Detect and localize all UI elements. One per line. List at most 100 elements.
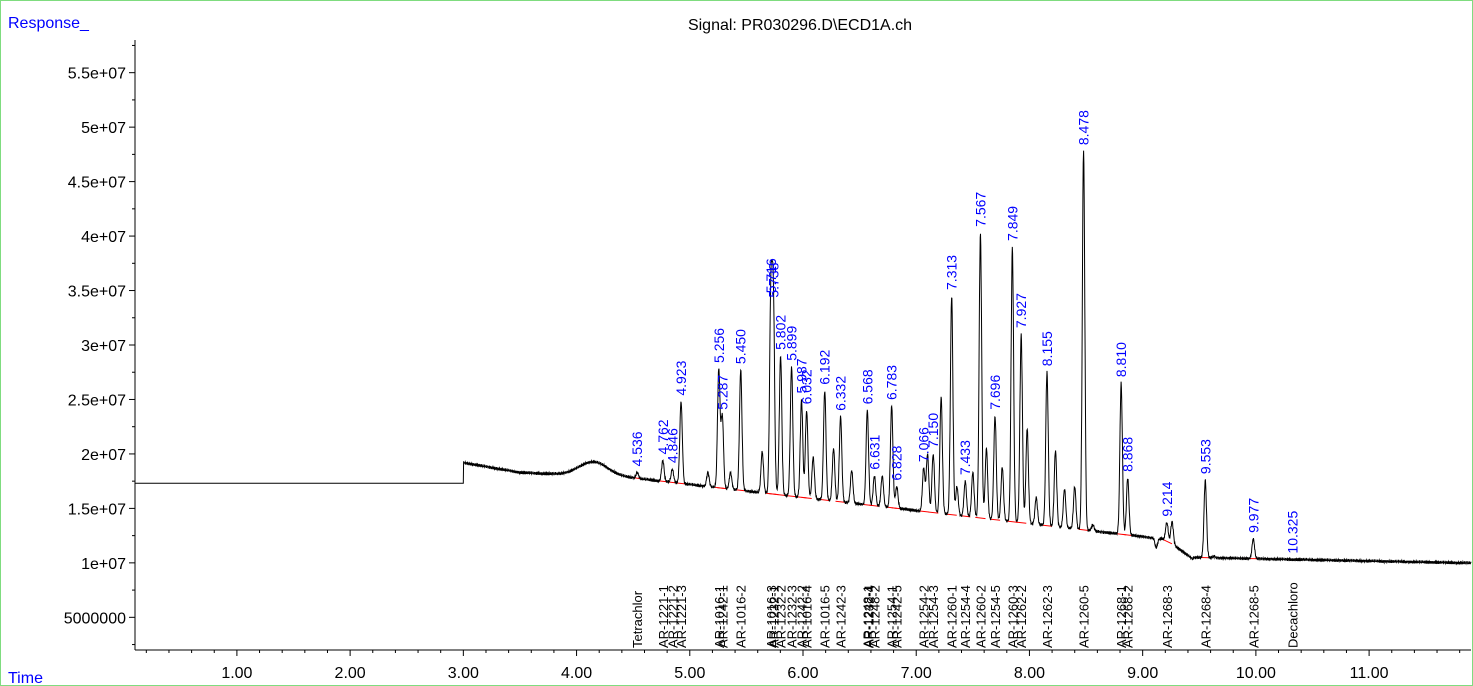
baseline-segment <box>928 511 939 514</box>
compound-label: AR-1268-5 <box>1246 585 1261 648</box>
compound-label: AR-1254-1 <box>885 585 900 648</box>
baseline-segment <box>1078 528 1089 531</box>
signal-trace <box>135 150 1472 566</box>
baseline-segment <box>1007 520 1018 523</box>
y-tick-label: 5.5e+07 <box>68 66 126 83</box>
y-axis-title: Response_ <box>8 15 90 32</box>
compound-label: AR-1248-1 <box>860 585 875 648</box>
peak-rt-label: 6.828 <box>889 445 905 480</box>
x-tick-label: 1.00 <box>221 665 252 682</box>
compound-label: AR-1248-2 <box>867 585 882 648</box>
peak-rt-label: 5.256 <box>711 328 727 363</box>
peak-rt-label: 10.325 <box>1285 511 1301 554</box>
x-tick-label: 9.00 <box>1127 665 1158 682</box>
compound-label: AR-1260-3 <box>1005 585 1020 648</box>
compound-label: AR-1016-4 <box>800 585 815 648</box>
peak-rt-label: 6.192 <box>817 350 833 385</box>
y-tick-label: 1e+07 <box>81 556 126 573</box>
peak-rt-label: 6.783 <box>884 365 900 400</box>
peak-rt-label: 9.553 <box>1197 439 1213 474</box>
baseline-segment <box>801 496 812 500</box>
compound-label: AR-1016-1 <box>712 585 727 648</box>
x-tick-label: 2.00 <box>335 665 366 682</box>
y-tick-label: 3.5e+07 <box>68 284 126 301</box>
x-tick-label: 7.00 <box>901 665 932 682</box>
compound-label: AR-1268-4 <box>1198 585 1213 648</box>
peak-rt-label: 4.536 <box>629 431 645 466</box>
x-tick-label: 6.00 <box>787 665 818 682</box>
baseline-segment <box>1016 521 1027 524</box>
peak-rt-label: 5.738 <box>765 262 781 297</box>
compound-label: AR-1232-3 <box>785 585 800 648</box>
peak-rt-label: 8.155 <box>1039 331 1055 366</box>
compound-label: AR-1262-3 <box>1040 585 1055 648</box>
x-tick-label: 11.00 <box>1350 665 1389 682</box>
baseline-segment <box>717 487 728 490</box>
baseline-segments <box>632 476 1298 561</box>
y-tick-label: 3e+07 <box>81 338 126 355</box>
peak-rt-label: 7.567 <box>972 192 988 227</box>
compound-label: AR-1232-4 <box>862 585 877 648</box>
compound-label: AR-1254-3 <box>926 585 941 648</box>
compound-label: AR-1260-1 <box>945 585 960 648</box>
peak-rt-label: 5.987 <box>794 358 810 393</box>
peak-rt-label: 5.899 <box>784 326 800 361</box>
peak-rt-label: 8.868 <box>1120 437 1136 472</box>
compound-label: AR-1232-1 <box>766 585 781 648</box>
peak-rt-label: 7.849 <box>1004 206 1020 241</box>
peak-rt-label: 5.287 <box>714 375 730 410</box>
y-tick-label: 2.5e+07 <box>68 392 126 409</box>
y-tick-label: 5000000 <box>64 610 126 627</box>
x-tick-label: 5.00 <box>674 665 705 682</box>
peak-rt-label: 7.313 <box>944 255 960 290</box>
x-tick-label: 10.00 <box>1236 665 1276 682</box>
axes: 5000000 1e+07 1.5e+07 2e+07 2.5e+07 3e+07 3.5e… <box>64 40 1471 682</box>
peak-rt-label: 9.977 <box>1245 498 1261 533</box>
baseline-segment <box>819 498 830 502</box>
y-tick-label: 4e+07 <box>81 229 126 246</box>
peak-rt-label: 5.716 <box>763 258 779 293</box>
peak-rt-label: 7.066 <box>916 427 932 462</box>
y-tick-label: 1.5e+07 <box>68 501 126 518</box>
chart-title: Signal: PR030296.D\ECD1A.ch <box>688 17 912 34</box>
peak-rt-label: 6.568 <box>859 369 875 404</box>
baseline-segment <box>1041 524 1053 527</box>
peak-rt-label: 9.214 <box>1159 481 1175 516</box>
compound-label: AR-1232-2 <box>774 585 789 648</box>
compound-label: AR-1254-4 <box>958 585 973 648</box>
compound-label: AR-1260-5 <box>1077 585 1092 648</box>
baseline-segment <box>786 495 797 498</box>
y-tick-label: 5e+07 <box>81 120 126 137</box>
compound-label: AR-1221-3 <box>674 585 689 648</box>
compound-label: AR-1268-2 <box>1121 585 1136 648</box>
compound-label: AR-1221-2 <box>665 585 680 648</box>
peak-rt-label: 7.433 <box>957 440 973 475</box>
compound-label: AR-1016-3 <box>764 585 779 648</box>
x-tick-label: 4.00 <box>561 665 592 682</box>
compound-label: AR-1268-1 <box>1114 585 1129 648</box>
baseline-segment <box>989 518 1001 521</box>
compound-label: AR-1016-5 <box>818 585 833 648</box>
compound-label: AR-1242-5 <box>890 585 905 648</box>
compound-label: AR-1254-5 <box>988 585 1003 648</box>
peak-rt-label: 7.150 <box>925 413 941 448</box>
peak-rt-label: 7.927 <box>1013 293 1029 328</box>
y-tick-label: 2e+07 <box>81 447 126 464</box>
peak-rt-label: 6.332 <box>833 376 849 411</box>
peak-rt-label: 4.762 <box>655 419 671 454</box>
peak-rt-label: 5.802 <box>773 315 789 350</box>
y-tick-label: 4.5e+07 <box>68 175 126 192</box>
peak-rt-label: 6.631 <box>866 434 882 469</box>
baseline-segment <box>946 513 957 516</box>
compound-labels: Tetrachlor AR-1221-1AR-1221-2AR-1221-3 AR-… <box>630 582 1300 648</box>
compound-label: AR-1254-2 <box>917 585 932 648</box>
compound-label: AR-1260-2 <box>973 585 988 648</box>
baseline-segment <box>775 493 786 496</box>
peak-rt-label: 4.923 <box>673 360 689 395</box>
x-tick-label: 8.00 <box>1014 665 1045 682</box>
peak-rt-label: 4.846 <box>664 428 680 463</box>
x-axis-title: Time <box>8 670 43 686</box>
compound-label: AR-1016-2 <box>734 585 749 648</box>
